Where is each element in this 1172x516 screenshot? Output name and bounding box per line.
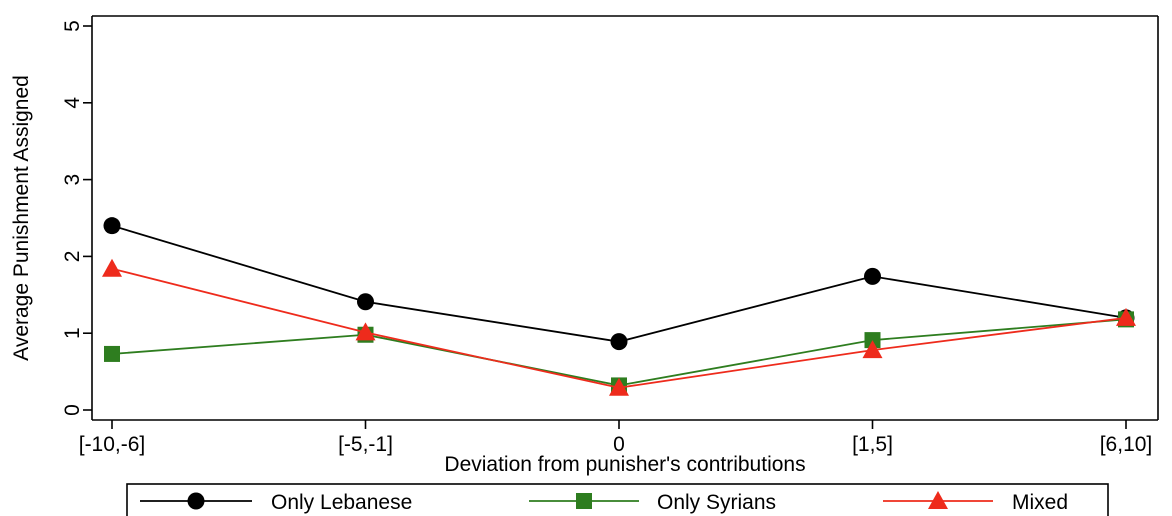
legend-item-mixed: Mixed: [883, 491, 1068, 514]
series-line-only-syrians: [111, 318, 1127, 387]
data-point-mixed: [1116, 307, 1136, 326]
series-only-lebanese: [103, 217, 1135, 351]
series-mixed: [102, 258, 1136, 396]
x-tick-label: 0: [613, 433, 625, 456]
data-point-only-lebanese: [103, 217, 121, 235]
legend-item-only-lebanese: Only Lebanese: [140, 491, 412, 514]
legend-marker: [576, 493, 592, 509]
data-point-mixed: [862, 340, 883, 359]
data-point-only-lebanese: [357, 293, 374, 311]
data-point-only-lebanese: [864, 267, 881, 285]
legend-marker: [187, 492, 205, 510]
y-tick-label: 5: [61, 20, 84, 32]
data-point-only-syrians: [104, 345, 120, 362]
plot-area: 0 1 2 3 4 5 [-10,-6] [-5,-1] 0 [1,5] [6,10]: [61, 15, 1159, 456]
y-tick-label: 4: [61, 97, 84, 109]
x-axis-ticks: [-10,-6] [-5,-1] 0 [1,5] [6,10]: [79, 420, 1153, 456]
x-tick-label: [1,5]: [852, 433, 893, 456]
y-axis-ticks: 0 1 2 3 4 5: [61, 20, 92, 416]
data-point-mixed: [355, 322, 376, 341]
y-axis-title: Average Punishment Assigned: [10, 75, 33, 361]
legend-item-only-syrians: Only Syrians: [529, 491, 776, 514]
x-tick-label: [-10,-6]: [79, 433, 146, 456]
legend-marker: [928, 491, 948, 509]
data-point-mixed: [102, 258, 122, 277]
x-tick-label: [6,10]: [1100, 433, 1153, 456]
y-tick-label: 1: [61, 327, 84, 339]
data-point-mixed: [609, 377, 629, 396]
legend-label: Only Lebanese: [271, 491, 412, 514]
legend: Only Lebanese Only Syrians Mixed: [126, 483, 1109, 516]
x-axis-title: Deviation from punisher's contributions: [444, 453, 805, 476]
x-tick-label: [-5,-1]: [338, 433, 393, 456]
legend-label: Mixed: [1012, 491, 1068, 514]
data-point-only-lebanese: [610, 333, 628, 351]
y-tick-label: 2: [61, 251, 84, 263]
y-tick-label: 3: [61, 174, 84, 186]
series-layer: [102, 217, 1136, 396]
series-line-only-lebanese: [111, 224, 1127, 343]
legend-items: Only Lebanese Only Syrians Mixed: [140, 491, 1068, 514]
y-tick-label: 0: [61, 404, 84, 416]
legend-box: [126, 483, 1109, 516]
legend-label: Only Syrians: [657, 491, 776, 514]
series-line-mixed: [111, 267, 1127, 389]
